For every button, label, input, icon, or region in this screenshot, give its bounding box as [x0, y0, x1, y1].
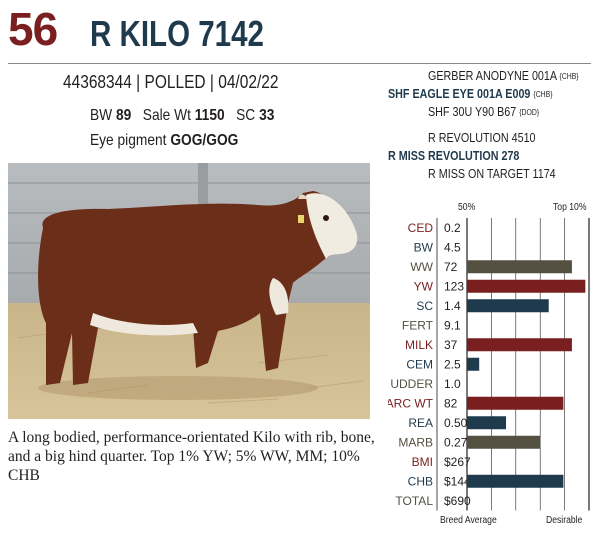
- trait-value: 1.4: [444, 299, 461, 313]
- trait-bar: [467, 357, 480, 371]
- sire-dam-name: SHF 30U Y90 B67: [428, 105, 517, 119]
- sc-label: SC: [236, 107, 256, 124]
- trait-value: $144: [444, 474, 471, 488]
- trait-label: TOTAL: [395, 494, 433, 508]
- trait-bar: [467, 416, 507, 430]
- trait-value: 123: [444, 279, 464, 293]
- pedigree-sire: SHF EAGLE EYE 001A E009 {CHB}: [388, 87, 553, 102]
- sire-sire-tag: {CHB}: [559, 72, 579, 81]
- sale-wt-value: 1150: [194, 107, 225, 124]
- trait-bar: [467, 435, 541, 449]
- sale-wt-label: Sale Wt: [142, 107, 191, 124]
- chart-header-right: Top 10%: [553, 202, 587, 213]
- pedigree-dam: R MISS REVOLUTION 278: [388, 149, 520, 163]
- lot-number: 56: [8, 3, 58, 55]
- pedigree-dam-sire: R REVOLUTION 4510: [428, 131, 536, 145]
- trait-value: 82: [444, 396, 458, 410]
- sire-sire-name: GERBER ANODYNE 001A: [428, 69, 557, 83]
- trait-label: CEM: [406, 357, 433, 371]
- trait-label: FERT: [402, 318, 434, 332]
- bw-label: BW: [90, 107, 113, 124]
- bw-value: 89: [116, 107, 132, 124]
- sire-tag: {CHB}: [533, 90, 553, 99]
- trait-label: CED: [408, 221, 434, 235]
- pedigree-dam-dam: R MISS ON TARGET 1174: [428, 167, 556, 181]
- trait-bar: [467, 260, 572, 274]
- trait-value: 72: [444, 260, 458, 274]
- trait-label: MILK: [405, 338, 433, 352]
- pedigree-sire-sire: GERBER ANODYNE 001A {CHB}: [428, 69, 579, 84]
- eye-value: GOG/GOG: [170, 132, 239, 149]
- bull-photo: [8, 163, 370, 419]
- chart-footer-right: Desirable: [546, 515, 583, 526]
- trait-label: REA: [408, 416, 433, 430]
- trait-label: MARB: [398, 435, 433, 449]
- trait-value: $267: [444, 455, 471, 469]
- trait-label: CHB: [408, 474, 433, 488]
- registration-line: 44368344 | POLLED | 04/02/22: [63, 72, 279, 92]
- epd-bars: CED 0.2 BW 4.5 WW 72 YW 123 SC 1.4 FERT 9.1 MILK 37 CE…: [388, 218, 590, 511]
- sire-dam-tag: {DOD}: [519, 108, 540, 117]
- chart-footer-left: Breed Average: [440, 515, 497, 526]
- trait-value: 1.0: [444, 377, 461, 391]
- trait-value: 37: [444, 338, 458, 352]
- eye-label: Eye pigment: [90, 132, 167, 149]
- trait-value: 2.5: [444, 357, 461, 371]
- weight-stats: BW 89 Sale Wt 1150 SC 33: [90, 106, 274, 126]
- header-divider: [8, 63, 591, 64]
- eye-pigment: Eye pigment GOG/GOG: [90, 131, 238, 151]
- sc-value: 33: [259, 107, 275, 124]
- trait-value: 4.5: [444, 240, 461, 254]
- trait-bar: [467, 338, 572, 352]
- animal-name: R KILO 7142: [90, 13, 264, 54]
- trait-label: WW: [410, 260, 433, 274]
- trait-value: 9.1: [444, 318, 461, 332]
- trait-label: BMI: [412, 455, 433, 469]
- trait-bar: [467, 396, 564, 410]
- trait-bar: [467, 474, 564, 488]
- trait-label: UDDER: [390, 377, 433, 391]
- pedigree-sire-dam: SHF 30U Y90 B67 {DOD}: [428, 105, 539, 120]
- trait-bar: [467, 279, 586, 293]
- trait-value: $690: [444, 494, 471, 508]
- trait-label: BW: [414, 240, 434, 254]
- description: A long bodied, performance-orientated Ki…: [8, 429, 375, 484]
- sire-name: SHF EAGLE EYE 001A E009: [388, 87, 531, 101]
- epd-chart: 50% Top 10% CED 0.2 BW 4.5 WW 72 YW 123 SC 1.4 FER…: [388, 200, 593, 535]
- trait-bar: [467, 299, 549, 313]
- trait-label: YW: [414, 279, 434, 293]
- trait-label: SC: [416, 299, 433, 313]
- bull-illustration: [8, 163, 370, 419]
- chart-header-left: 50%: [458, 202, 476, 213]
- trait-label: CARC WT: [388, 396, 434, 410]
- trait-value: 0.27: [444, 435, 468, 449]
- trait-value: 0.2: [444, 221, 461, 235]
- trait-value: 0.50: [444, 416, 468, 430]
